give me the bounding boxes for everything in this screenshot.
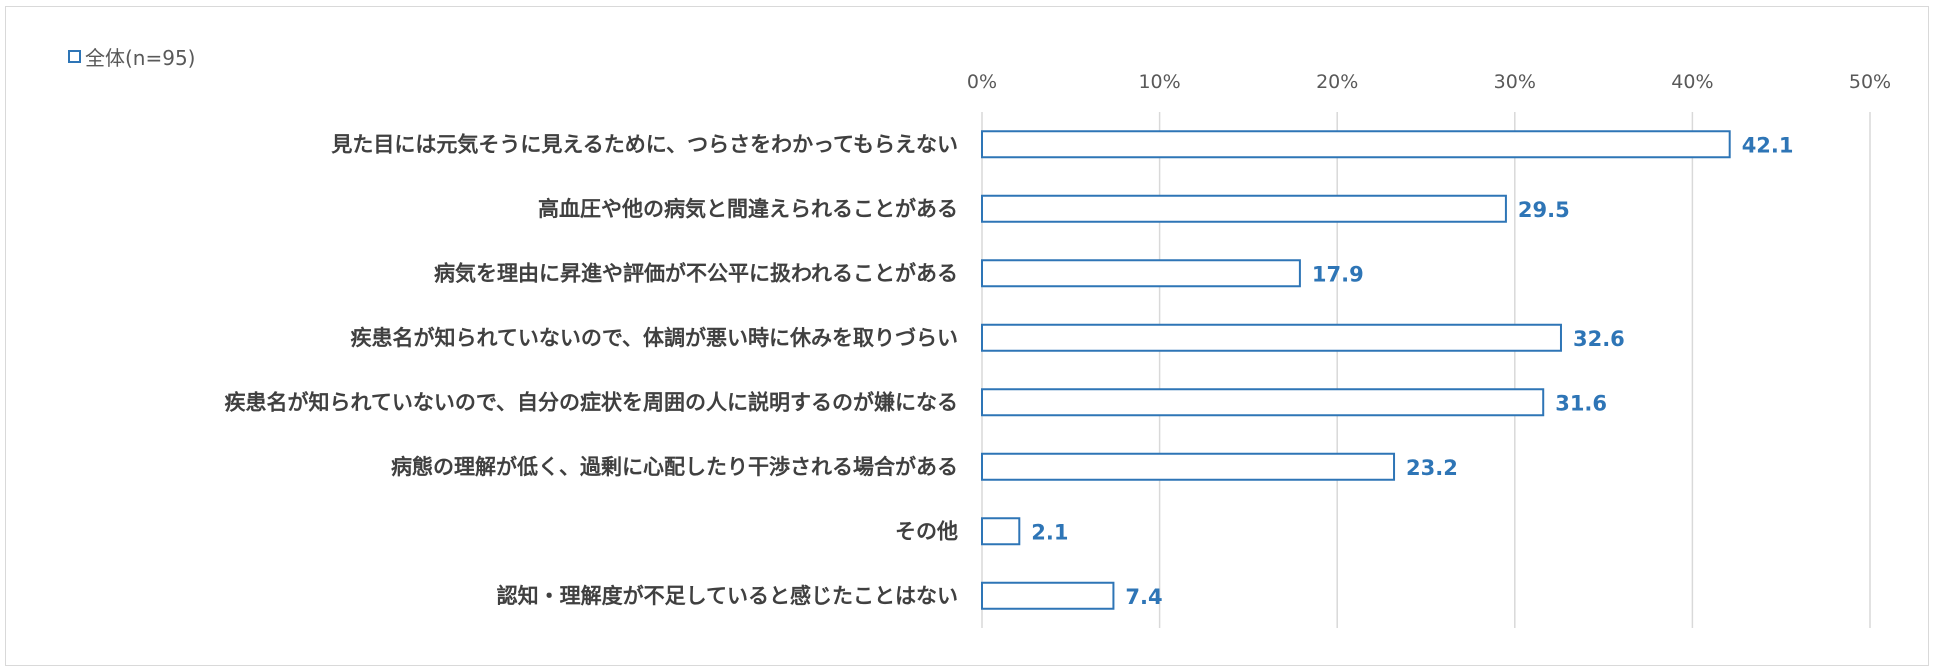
bar [981, 517, 1021, 546]
bar [981, 452, 1396, 481]
category-label: 病気を理由に昇進や評価が不公平に扱われることがある [434, 261, 958, 285]
data-label: 32.6 [1573, 327, 1625, 351]
data-label: 23.2 [1406, 456, 1458, 480]
x-tick-label: 0% [967, 71, 997, 93]
x-tick-label: 30% [1494, 71, 1536, 93]
category-label: 見た目には元気そうに見えるために、つらさをわかってもらえない [331, 132, 958, 156]
x-tick-label: 50% [1849, 71, 1891, 93]
bar [981, 323, 1562, 352]
data-label: 42.1 [1742, 133, 1794, 157]
legend-label: 全体(n=95) [85, 46, 196, 70]
data-label: 17.9 [1312, 262, 1364, 286]
legend: 全体(n=95) [68, 42, 196, 71]
bar [981, 388, 1545, 417]
category-label: その他 [895, 519, 958, 543]
x-tick-label: 20% [1316, 71, 1358, 93]
data-label: 29.5 [1518, 198, 1570, 222]
category-label: 疾患名が知られていないので、自分の症状を周囲の人に説明するのが嫌になる [224, 390, 958, 414]
chart-frame [5, 6, 1929, 666]
data-label: 7.4 [1125, 585, 1162, 609]
bar [981, 581, 1115, 610]
data-label: 2.1 [1031, 520, 1068, 544]
category-label: 病態の理解が低く、過剰に心配したり干渉される場合がある [391, 455, 958, 479]
legend-swatch [68, 50, 81, 63]
category-label: 疾患名が知られていないので、体調が悪い時に休みを取りづらい [350, 326, 958, 350]
bar [981, 259, 1301, 288]
x-tick-label: 40% [1671, 71, 1713, 93]
data-label: 31.6 [1555, 391, 1607, 415]
bar [981, 194, 1507, 223]
category-label: 高血圧や他の病気と間違えられることがある [538, 197, 958, 221]
x-tick-label: 10% [1138, 71, 1180, 93]
category-label: 認知・理解度が不足していると感じたことはない [497, 584, 958, 608]
bar [981, 130, 1731, 159]
